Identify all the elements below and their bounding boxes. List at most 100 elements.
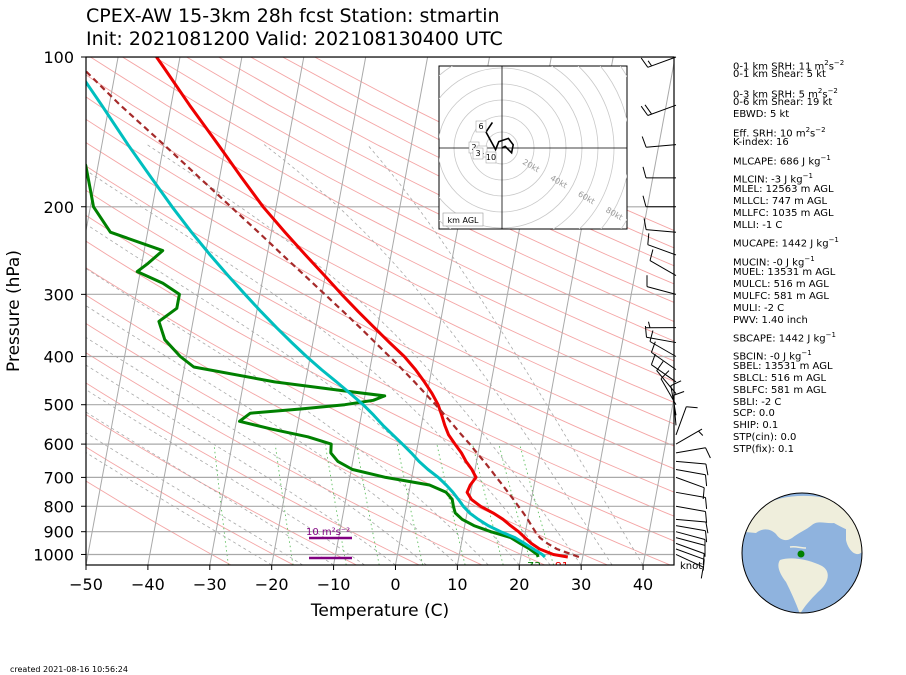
series-line-wetbulb xyxy=(86,79,546,559)
hodo-height-label: 2 xyxy=(471,143,476,152)
index-row: MLEL: 12563 m AGL xyxy=(733,184,834,196)
index-row: MUEL: 13531 m AGL xyxy=(733,267,835,279)
index-text: −1 xyxy=(802,172,813,180)
wind-unit-label: knot xyxy=(680,561,702,572)
index-text: SBCAPE: 1442 J kg xyxy=(733,333,826,345)
index-row: MLLI: -1 C xyxy=(733,220,782,232)
index-text: MLEL: 12563 m AGL xyxy=(733,184,834,195)
index-row: MLCIN: -3 J kg−1 xyxy=(733,170,813,186)
index-row: STP(fix): 0.1 xyxy=(733,444,794,456)
index-text: EBWD: 5 kt xyxy=(733,109,790,120)
hodograph-inset: 20kt40kt60kt80kt621310km AGL xyxy=(438,65,628,230)
dry-adiabat xyxy=(86,214,674,517)
srh-bar-indicator: 10 m²s⁻² xyxy=(306,527,352,560)
station-marker xyxy=(797,550,805,558)
wind-barb xyxy=(645,321,677,329)
y-tick-label: 200 xyxy=(43,198,74,217)
index-text: MLLCL: 747 m AGL xyxy=(733,196,828,207)
srh-bar-label: 10 m²s⁻² xyxy=(306,527,350,538)
wind-barb xyxy=(675,406,698,436)
index-text: STP(cin): 0.0 xyxy=(733,432,797,443)
wind-barb xyxy=(675,525,708,543)
plot-frame xyxy=(85,56,675,566)
location-globe xyxy=(741,492,863,614)
index-text: 0-1 km SRH: 11 m xyxy=(733,61,825,73)
dry-adiabat xyxy=(154,57,674,322)
index-row: EBWD: 5 kt xyxy=(733,109,789,121)
wind-barb xyxy=(675,518,709,534)
isotherm xyxy=(209,57,305,565)
dry-adiabat xyxy=(86,189,674,493)
index-text: s xyxy=(810,128,816,140)
index-text: MUCAPE: 1442 J kg xyxy=(733,238,829,250)
wind-barb xyxy=(675,460,709,476)
hodo-height-label: 3 xyxy=(475,149,480,158)
index-text: 0-1 km Shear: 5 kt xyxy=(733,69,826,80)
index-text: 2 xyxy=(805,126,811,134)
index-row: 0-3 km SRH: 5 m2s−2 xyxy=(733,85,838,101)
y-tick-label: 500 xyxy=(43,396,74,415)
index-row: K-index: 16 xyxy=(733,137,789,149)
index-text: K-index: 16 xyxy=(733,137,789,148)
index-text: −1 xyxy=(801,349,812,357)
wind-barb xyxy=(640,104,677,116)
wind-barb xyxy=(640,56,677,68)
wind-barb xyxy=(675,491,708,509)
x-tick-label: 30 xyxy=(571,575,591,594)
index-text: PWV: 1.40 inch xyxy=(733,315,808,326)
x-tick-label: −20 xyxy=(255,575,289,594)
x-tick-label: 40 xyxy=(633,575,653,594)
index-text: SHIP: 0.1 xyxy=(733,420,779,431)
index-text: −1 xyxy=(828,236,839,244)
wind-barb xyxy=(656,361,677,394)
dry-adiabat xyxy=(86,240,674,542)
isotherm xyxy=(271,57,367,565)
index-text: −2 xyxy=(815,126,826,134)
dry-adiabat xyxy=(250,57,674,267)
x-tick-label: 10 xyxy=(447,575,467,594)
index-row: SBCIN: -0 J kg−1 xyxy=(733,347,812,363)
dry-adiabat xyxy=(86,322,545,565)
wind-barb xyxy=(641,136,677,148)
wind-barb xyxy=(650,341,677,371)
x-tick-label: −30 xyxy=(193,575,227,594)
index-text: SCP: 0.0 xyxy=(733,408,775,419)
index-row: SBCAPE: 1442 J kg−1 xyxy=(733,329,836,345)
index-text: STP(fix): 0.1 xyxy=(733,444,794,455)
chart-subtitle: Init: 2021081200 Valid: 202108130400 UTC xyxy=(86,28,503,50)
x-tick-label: −50 xyxy=(69,575,103,594)
y-tick-label: 800 xyxy=(43,497,74,516)
hodo-height-label: 10 xyxy=(486,153,496,162)
mixing-ratio-line xyxy=(324,444,347,565)
created-timestamp: created 2021-08-16 10:56:24 xyxy=(10,665,128,674)
y-tick-label: 900 xyxy=(43,523,74,542)
dry-adiabat xyxy=(86,446,294,565)
wind-barb xyxy=(647,233,677,256)
index-row: SBEL: 13531 m AGL xyxy=(733,361,833,373)
wind-barb xyxy=(642,195,677,208)
index-text: −1 xyxy=(804,255,815,263)
index-text: SBLCL: 516 m AGL xyxy=(733,373,827,384)
isotherm xyxy=(333,57,429,565)
index-text: MLLI: -1 C xyxy=(733,220,783,231)
dry-adiabat xyxy=(186,57,674,303)
y-tick-label: 400 xyxy=(43,348,74,367)
x-axis-label: Temperature (C) xyxy=(310,601,449,621)
index-row: MUCAPE: 1442 J kg−1 xyxy=(733,234,839,250)
index-text: SBLFC: 581 m AGL xyxy=(733,385,827,396)
wind-barb xyxy=(675,554,704,579)
wind-barb xyxy=(675,428,704,445)
series-line-dewpoint xyxy=(86,162,540,558)
index-row: MULFC: 581 m AGL xyxy=(733,291,829,303)
series-line-parcel xyxy=(86,69,580,559)
wind-barb xyxy=(675,447,711,459)
index-text: SBLI: -2 C xyxy=(733,397,782,408)
index-text: MULFC: 581 m AGL xyxy=(733,291,829,302)
index-row: Eff. SRH: 10 m2s−2 xyxy=(733,124,826,140)
index-row: SBLFC: 581 m AGL xyxy=(733,385,826,397)
index-text: MLCAPE: 686 J kg xyxy=(733,156,821,168)
index-row: SBLI: -2 C xyxy=(733,397,781,409)
x-tick-label: −10 xyxy=(317,575,351,594)
dry-adiabat xyxy=(86,74,674,382)
wind-barb xyxy=(646,275,677,295)
